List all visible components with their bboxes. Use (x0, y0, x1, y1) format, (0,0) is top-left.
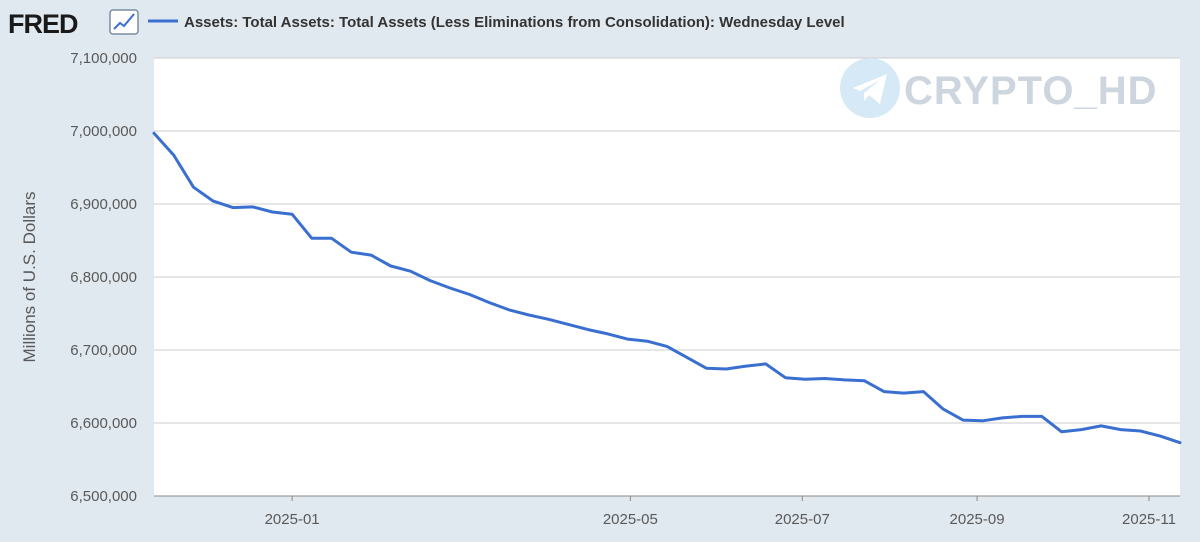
x-tick-label: 2025-07 (775, 511, 830, 528)
fred-logo-text: FRED (8, 9, 78, 39)
y-tick-label: 6,600,000 (70, 415, 137, 432)
x-tick-label: 2025-09 (950, 511, 1005, 528)
trend-chart-icon (109, 9, 139, 35)
legend: Assets: Total Assets: Total Assets (Less… (148, 14, 845, 31)
x-tick-label: 2025-11 (1122, 511, 1176, 528)
fred-logo[interactable]: FRED (8, 9, 139, 39)
y-axis-tick-labels: 7,100,000 7,000,000 6,900,000 6,800,000 6,70… (70, 50, 137, 505)
legend-series-label: Assets: Total Assets: Total Assets (Less… (184, 14, 845, 31)
x-axis-tick-labels: 2025-01 2025-05 2025-07 2025-09 2025-11 (265, 496, 1176, 528)
y-tick-label: 6,700,000 (70, 342, 137, 359)
y-axis-title: Millions of U.S. Dollars (20, 192, 39, 363)
x-tick-label: 2025-05 (603, 511, 658, 528)
watermark-text: CRYPTO_HD (904, 69, 1158, 113)
y-tick-label: 6,800,000 (70, 269, 137, 286)
y-tick-label: 6,500,000 (70, 488, 137, 505)
x-tick-label: 2025-01 (265, 511, 320, 528)
telegram-icon (840, 58, 900, 118)
y-tick-label: 6,900,000 (70, 196, 137, 213)
y-tick-label: 7,000,000 (70, 123, 137, 140)
watermark: CRYPTO_HD (840, 58, 1158, 118)
series-line (152, 131, 1182, 445)
series-line-group (152, 131, 1182, 445)
y-tick-label: 7,100,000 (70, 50, 137, 67)
